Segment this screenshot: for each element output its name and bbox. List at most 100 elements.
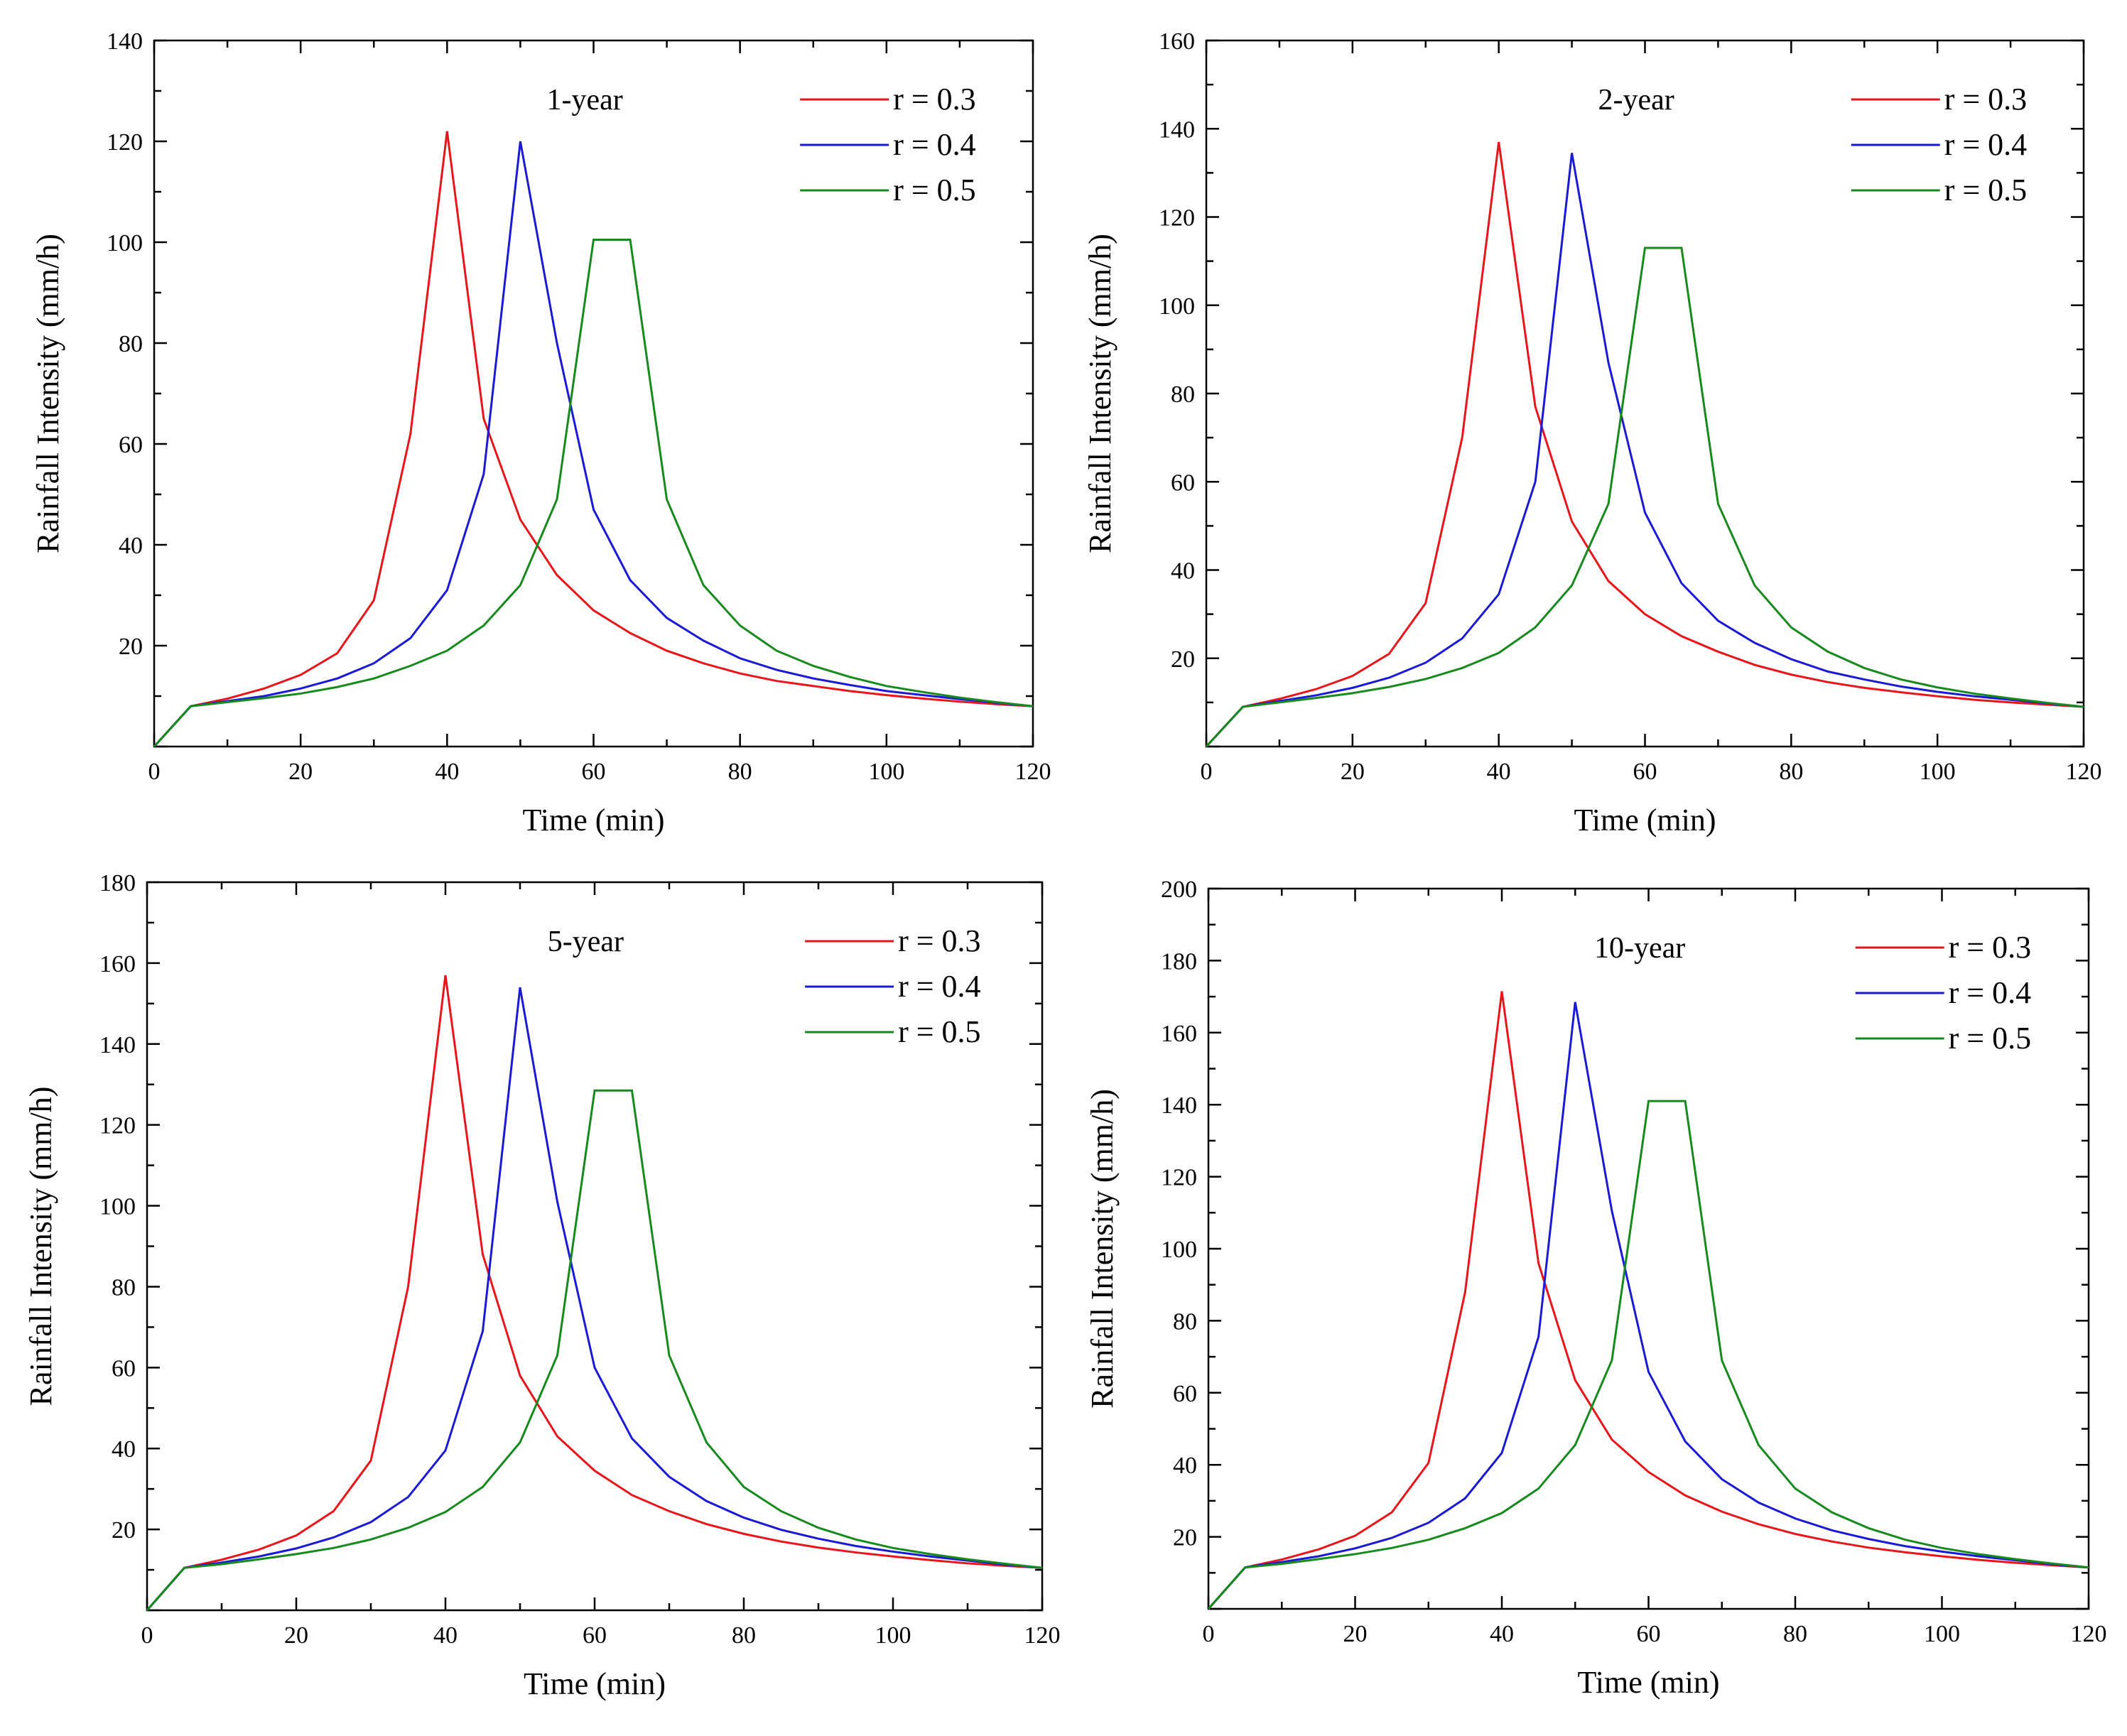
panel-title: 10-year bbox=[1594, 932, 1685, 965]
x-tick-label: 80 bbox=[728, 759, 752, 785]
series-line-3 bbox=[146, 1089, 1043, 1611]
y-tick-label: 100 bbox=[1161, 1237, 1197, 1263]
x-tick-label: 120 bbox=[1024, 1622, 1061, 1649]
y-tick-label: 80 bbox=[1171, 381, 1195, 408]
legend-label-2: r = 0.4 bbox=[898, 969, 980, 1004]
y-tick-label: 60 bbox=[1173, 1381, 1197, 1407]
legend-label-3: r = 0.5 bbox=[898, 1014, 980, 1049]
y-tick-label: 80 bbox=[1173, 1308, 1197, 1335]
x-tick-label: 60 bbox=[583, 1622, 607, 1649]
y-tick-label: 20 bbox=[119, 634, 143, 660]
chart-panel-1-year: 0 20 40 60 80 100 120 20 40 60 80 100 120 140 Time (mi… bbox=[31, 28, 1051, 837]
chart-panel-2-year: 0 20 40 60 80 100 120 20 40 60 80 100 120 140 160 Time … bbox=[1083, 28, 2102, 837]
x-tick-label: 80 bbox=[732, 1622, 756, 1649]
x-tick-label: 60 bbox=[1633, 759, 1657, 785]
y-axis-label: Rainfall Intensity (mm/h) bbox=[1085, 1089, 1120, 1409]
y-tick-label: 140 bbox=[107, 28, 143, 55]
y-tick-label: 140 bbox=[1161, 1092, 1197, 1119]
series-line-3 bbox=[1207, 1100, 2089, 1610]
x-tick-label: 40 bbox=[1490, 1621, 1514, 1647]
legend-label-3: r = 0.5 bbox=[893, 173, 975, 207]
x-tick-label: 0 bbox=[148, 759, 161, 785]
y-axis-label: Rainfall Intensity (mm/h) bbox=[1083, 234, 1117, 553]
series-line-3 bbox=[1205, 246, 2084, 748]
series-line-3 bbox=[153, 238, 1034, 748]
y-tick-label: 40 bbox=[1171, 558, 1195, 585]
y-tick-label: 60 bbox=[1171, 470, 1195, 496]
panel-title: 2-year bbox=[1598, 84, 1674, 116]
y-tick-label: 200 bbox=[1161, 877, 1197, 903]
y-tick-label: 160 bbox=[1159, 28, 1195, 55]
y-tick-label: 180 bbox=[1161, 948, 1197, 975]
series-line-1 bbox=[1207, 991, 2089, 1610]
x-tick-label: 120 bbox=[2066, 759, 2102, 785]
series-line-2 bbox=[1207, 1002, 2089, 1610]
panel-title: 5-year bbox=[548, 926, 624, 958]
legend-label-1: r = 0.3 bbox=[1949, 930, 2031, 965]
y-tick-label: 40 bbox=[119, 533, 143, 559]
series-line-1 bbox=[146, 975, 1043, 1611]
y-tick-label: 120 bbox=[1161, 1165, 1197, 1191]
x-axis-label: Time (min) bbox=[522, 803, 664, 837]
series-line-2 bbox=[146, 987, 1043, 1611]
y-tick-label: 20 bbox=[112, 1517, 136, 1544]
y-tick-label: 140 bbox=[99, 1032, 136, 1058]
y-tick-label: 140 bbox=[1159, 116, 1195, 143]
y-axis-label: Rainfall Intensity (mm/h) bbox=[31, 234, 65, 553]
panel-title: 1-year bbox=[546, 84, 622, 116]
legend-label-2: r = 0.4 bbox=[1944, 127, 2027, 162]
y-tick-label: 100 bbox=[1159, 293, 1195, 320]
y-tick-label: 20 bbox=[1173, 1525, 1197, 1551]
x-tick-label: 80 bbox=[1783, 1621, 1807, 1647]
chart-panel-10-year: 0 20 40 60 80 100 120 20 40 60 80 100 120 140 160 180 20… bbox=[1085, 877, 2107, 1700]
x-tick-label: 0 bbox=[141, 1622, 153, 1649]
series-line-1 bbox=[153, 131, 1034, 748]
x-tick-label: 120 bbox=[1015, 759, 1051, 785]
y-tick-label: 80 bbox=[119, 331, 143, 357]
x-tick-label: 60 bbox=[582, 759, 606, 785]
y-tick-label: 40 bbox=[112, 1436, 136, 1463]
series-line-2 bbox=[1205, 153, 2084, 748]
x-tick-label: 0 bbox=[1203, 1621, 1215, 1647]
x-tick-label: 20 bbox=[288, 759, 313, 785]
x-axis-label: Time (min) bbox=[1574, 803, 1716, 837]
x-tick-label: 80 bbox=[1779, 759, 1803, 785]
x-tick-label: 120 bbox=[2071, 1621, 2107, 1647]
x-tick-label: 20 bbox=[1343, 1621, 1368, 1647]
chart-panel-5-year: 0 20 40 60 80 100 120 20 40 60 80 100 120 140 160 180 Ti… bbox=[23, 870, 1061, 1701]
legend-label-2: r = 0.4 bbox=[893, 127, 975, 162]
y-tick-label: 160 bbox=[1161, 1021, 1197, 1047]
x-tick-label: 40 bbox=[435, 759, 459, 785]
x-tick-label: 60 bbox=[1637, 1621, 1661, 1647]
y-tick-label: 160 bbox=[99, 951, 136, 977]
legend-label-3: r = 0.5 bbox=[1949, 1021, 2031, 1056]
y-tick-label: 120 bbox=[99, 1113, 136, 1139]
series-line-1 bbox=[1205, 141, 2084, 748]
y-tick-label: 60 bbox=[112, 1355, 136, 1382]
y-tick-label: 120 bbox=[107, 129, 143, 156]
series-line-2 bbox=[153, 141, 1034, 748]
x-axis-label: Time (min) bbox=[524, 1666, 666, 1701]
legend-label-1: r = 0.3 bbox=[893, 82, 975, 116]
x-tick-label: 0 bbox=[1201, 759, 1213, 785]
legend-label-2: r = 0.4 bbox=[1949, 975, 2031, 1010]
y-tick-label: 100 bbox=[107, 230, 143, 256]
y-tick-label: 20 bbox=[1171, 646, 1195, 673]
y-tick-label: 100 bbox=[99, 1194, 136, 1220]
x-tick-label: 20 bbox=[284, 1622, 308, 1649]
x-tick-label: 100 bbox=[875, 1622, 911, 1649]
legend-label-1: r = 0.3 bbox=[898, 923, 980, 958]
y-axis-label: Rainfall Intensity (mm/h) bbox=[23, 1087, 58, 1406]
x-axis-label: Time (min) bbox=[1577, 1665, 1719, 1700]
y-tick-label: 60 bbox=[119, 432, 143, 458]
x-tick-label: 40 bbox=[433, 1622, 458, 1649]
legend-label-3: r = 0.5 bbox=[1944, 173, 2027, 207]
y-tick-label: 40 bbox=[1173, 1453, 1197, 1479]
x-tick-label: 100 bbox=[868, 759, 904, 785]
x-tick-label: 40 bbox=[1487, 759, 1511, 785]
x-tick-label: 100 bbox=[1924, 1621, 1960, 1647]
y-tick-label: 80 bbox=[112, 1274, 136, 1301]
legend-label-1: r = 0.3 bbox=[1944, 82, 2027, 116]
x-tick-label: 20 bbox=[1341, 759, 1365, 785]
